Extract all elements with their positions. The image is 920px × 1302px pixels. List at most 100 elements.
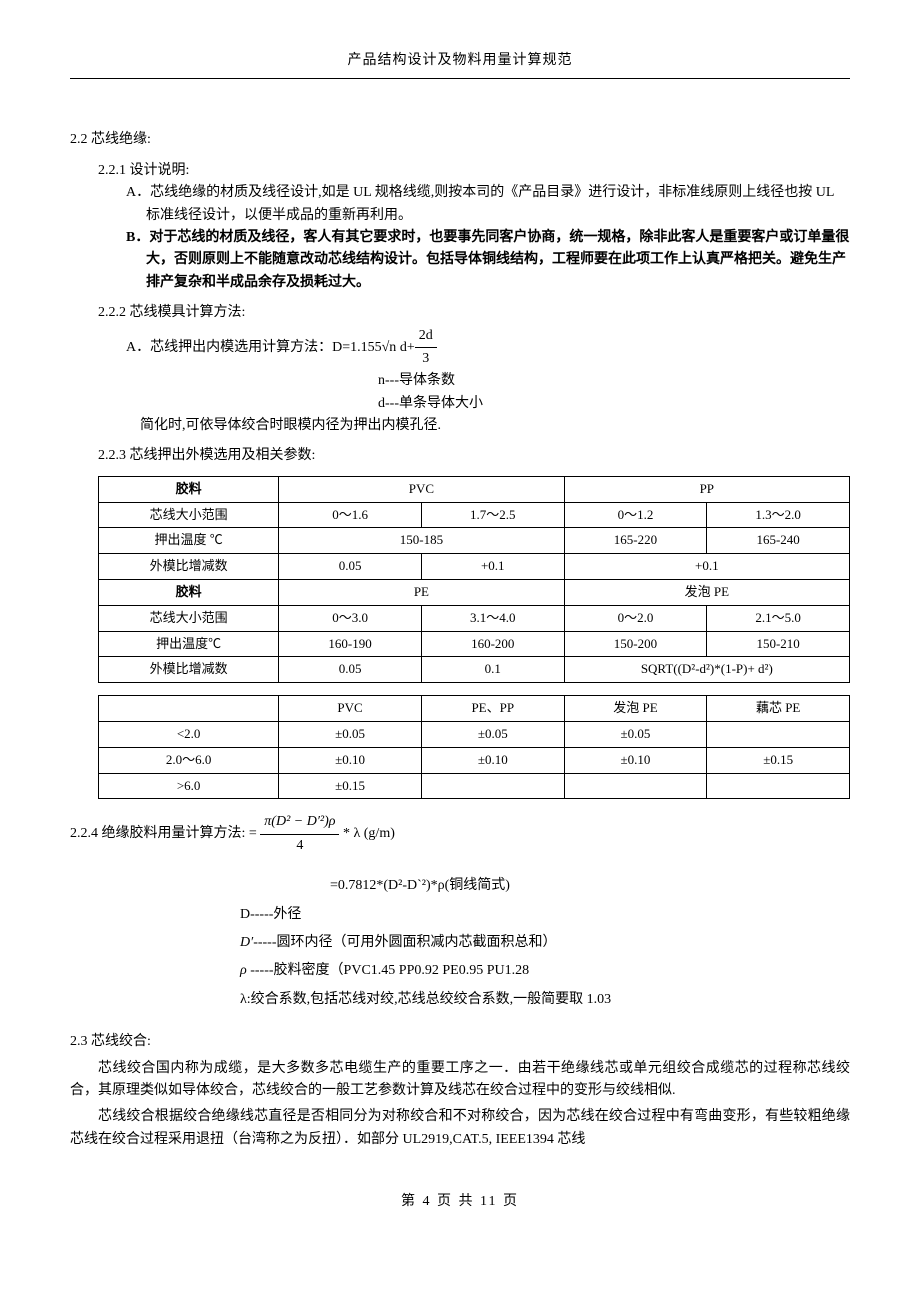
cell: 胶料 xyxy=(99,580,279,606)
table-row: 胶料 PVC PP xyxy=(99,476,850,502)
cell: 0～1.6 xyxy=(279,502,422,528)
n-def: n---导体条数 xyxy=(378,370,850,392)
heading-2-2-4: 2.2.4 绝缘胶料用量计算方法: = xyxy=(70,827,257,842)
section-2-2-2: 2.2.2 芯线模具计算方法: A．芯线押出内模选用计算方法：D=1.155√n… xyxy=(98,302,850,437)
frac-num: 2d xyxy=(415,325,437,348)
table-1: 胶料 PVC PP 芯线大小范围 0～1.6 1.7～2.5 0～1.2 1.3… xyxy=(98,476,850,683)
formula-line2: =0.7812*(D²-D`²)*ρ(铜线简式) xyxy=(330,875,850,897)
table-row: 芯线大小范围 0～1.6 1.7～2.5 0～1.2 1.3～2.0 xyxy=(99,502,850,528)
cell: 胶料 xyxy=(99,476,279,502)
page-header: 产品结构设计及物料用量计算规范 xyxy=(70,50,850,79)
cell: 押出温度℃ xyxy=(99,631,279,657)
formula-sqrt: √n xyxy=(382,340,397,355)
cell xyxy=(99,696,279,722)
table-row: 芯线大小范围 0～3.0 3.1～4.0 0～2.0 2.1～5.0 xyxy=(99,605,850,631)
heading-2-2-1: 2.2.1 设计说明: xyxy=(98,160,850,182)
para-2-3-2: 芯线绞合根据绞合绝缘线芯直径是否相同分为对称绞合和不对称绞合，因为芯线在绞合过程… xyxy=(70,1106,850,1151)
frac-num-224: π(D² − D′²)ρ xyxy=(260,811,339,834)
formula-suffix: * λ (g/m) xyxy=(343,827,395,842)
formula-label: A．芯线押出内模选用计算方法：D=1.155 xyxy=(126,340,382,355)
cell: 外模比增减数 xyxy=(99,554,279,580)
cell: PVC xyxy=(279,476,564,502)
cell: 芯线大小范围 xyxy=(99,502,279,528)
dprime-symbol: D′ xyxy=(240,935,253,950)
cell: 发泡 PE xyxy=(564,696,707,722)
cell: 1.7～2.5 xyxy=(421,502,564,528)
rho-symbol: ρ xyxy=(240,963,247,978)
cell xyxy=(421,773,564,799)
def-rho: ρ -----胶料密度（PVC1.45 PP0.92 PE0.95 PU1.28 xyxy=(240,960,850,982)
para-2-3-1: 芯线绞合国内称为成缆，是大多数多芯电缆生产的重要工序之一．由若干绝缘线芯或单元组… xyxy=(70,1058,850,1103)
cell: 2.1～5.0 xyxy=(707,605,850,631)
cell: >6.0 xyxy=(99,773,279,799)
cell: 0～2.0 xyxy=(564,605,707,631)
table-2: PVC PE、PP 发泡 PE 藕芯 PE <2.0 ±0.05 ±0.05 ±… xyxy=(98,695,850,799)
table-row: 外模比增减数 0.05 0.1 SQRT((D²-d²)*(1-P)+ d²) xyxy=(99,657,850,683)
cell: 押出温度 ℃ xyxy=(99,528,279,554)
cell: 芯线大小范围 xyxy=(99,605,279,631)
cell: PE xyxy=(279,580,564,606)
note-2-2-2: 简化时,可依导体绞合时眼模内径为押出内模孔径. xyxy=(140,415,850,437)
cell: +0.1 xyxy=(421,554,564,580)
frac-den: 3 xyxy=(415,348,437,370)
cell: 发泡 PE xyxy=(564,580,849,606)
table-row: 押出温度 ℃ 150-185 165-220 165-240 xyxy=(99,528,850,554)
cell xyxy=(707,722,850,748)
heading-2-2-3: 2.2.3 芯线押出外模选用及相关参数: xyxy=(98,445,850,467)
heading-2-2-2: 2.2.2 芯线模具计算方法: xyxy=(98,302,850,324)
cell xyxy=(564,773,707,799)
frac-den-224: 4 xyxy=(260,835,339,857)
item-a: A．芯线绝缘的材质及线径设计,如是 UL 规格线缆,则按本司的《产品目录》进行设… xyxy=(126,182,850,227)
table-row: 2.0～6.0 ±0.10 ±0.10 ±0.10 ±0.15 xyxy=(99,747,850,773)
cell: <2.0 xyxy=(99,722,279,748)
cell: ±0.15 xyxy=(279,773,422,799)
page-footer: 第 4 页 共 11 页 xyxy=(70,1191,850,1213)
section-2-2-4: 2.2.4 绝缘胶料用量计算方法: = π(D² − D′²)ρ 4 * λ (… xyxy=(70,811,850,857)
formula-2-2-2: A．芯线押出内模选用计算方法：D=1.155√n d+2d3 xyxy=(126,325,850,371)
section-2-2: 2.2 芯线绝缘: xyxy=(70,129,850,151)
cell: 0～3.0 xyxy=(279,605,422,631)
dprime-text: -----圆环内径（可用外圆面积减内芯截面积总和） xyxy=(253,935,556,950)
cell: 外模比增减数 xyxy=(99,657,279,683)
cell: ±0.10 xyxy=(564,747,707,773)
def-lambda: λ:绞合系数,包括芯线对绞,芯线总绞绞合系数,一般简要取 1.03 xyxy=(240,989,850,1011)
table-row: 外模比增减数 0.05 +0.1 +0.1 xyxy=(99,554,850,580)
table-row: 胶料 PE 发泡 PE xyxy=(99,580,850,606)
cell: ±0.10 xyxy=(279,747,422,773)
item-b: B．对于芯线的材质及线径，客人有其它要求时，也要事先同客户协商，统一规格，除非此… xyxy=(126,227,850,294)
section-2-3: 2.3 芯线绞合: 芯线绞合国内称为成缆，是大多数多芯电缆生产的重要工序之一．由… xyxy=(70,1031,850,1151)
d-def: d---单条导体大小 xyxy=(378,393,850,415)
rho-text: -----胶料密度（PVC1.45 PP0.92 PE0.95 PU1.28 xyxy=(247,963,529,978)
cell: 藕芯 PE xyxy=(707,696,850,722)
formula-frac: 2d3 xyxy=(415,325,437,371)
cell: ±0.05 xyxy=(421,722,564,748)
formula-mid: d+ xyxy=(396,340,414,355)
cell: 0.05 xyxy=(279,657,422,683)
def-dprime: D′-----圆环内径（可用外圆面积减内芯截面积总和） xyxy=(240,932,850,954)
cell: ±0.15 xyxy=(707,747,850,773)
cell: ±0.05 xyxy=(279,722,422,748)
heading-2-2: 2.2 芯线绝缘: xyxy=(70,129,850,151)
cell: ±0.05 xyxy=(564,722,707,748)
cell: 150-210 xyxy=(707,631,850,657)
def-d: D-----外径 xyxy=(240,904,850,926)
section-2-2-3: 2.2.3 芯线押出外模选用及相关参数: xyxy=(98,445,850,467)
cell xyxy=(707,773,850,799)
cell: PVC xyxy=(279,696,422,722)
formula-frac-224: π(D² − D′²)ρ 4 xyxy=(260,811,339,857)
cell: 165-220 xyxy=(564,528,707,554)
cell: PP xyxy=(564,476,849,502)
cell: 165-240 xyxy=(707,528,850,554)
cell: 160-190 xyxy=(279,631,422,657)
cell: 160-200 xyxy=(421,631,564,657)
table-row: >6.0 ±0.15 xyxy=(99,773,850,799)
cell: ±0.10 xyxy=(421,747,564,773)
table-row: <2.0 ±0.05 ±0.05 ±0.05 xyxy=(99,722,850,748)
cell: 150-200 xyxy=(564,631,707,657)
table-row: PVC PE、PP 发泡 PE 藕芯 PE xyxy=(99,696,850,722)
cell: 2.0～6.0 xyxy=(99,747,279,773)
cell: 1.3～2.0 xyxy=(707,502,850,528)
cell: +0.1 xyxy=(564,554,849,580)
cell: 0～1.2 xyxy=(564,502,707,528)
cell: 0.05 xyxy=(279,554,422,580)
